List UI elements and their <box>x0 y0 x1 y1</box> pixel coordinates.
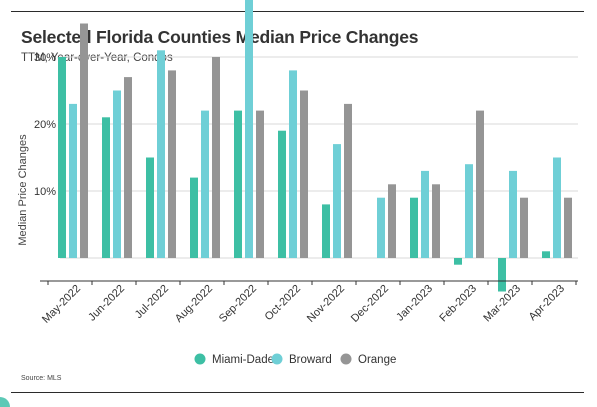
bar-broward-aug-2022 <box>201 110 209 258</box>
x-tick-label: Feb-2023 <box>437 283 479 325</box>
x-tick-label: May-2022 <box>40 283 83 326</box>
bar-broward-apr-2023 <box>553 157 561 258</box>
bar-miami-dade-jan-2023 <box>410 197 418 258</box>
bar-orange-dec-2022 <box>388 184 396 258</box>
bar-orange-nov-2022 <box>344 103 352 259</box>
bar-miami-dade-sep-2022 <box>234 110 242 258</box>
legend-label: Miami-Dade <box>212 354 274 366</box>
bar-orange-jun-2022 <box>124 77 132 258</box>
source-note: Source: MLS <box>21 375 62 382</box>
bar-orange-aug-2022 <box>212 57 220 258</box>
x-tick-label: Oct-2022 <box>263 283 303 323</box>
bar-orange-sep-2022 <box>256 110 264 258</box>
bar-orange-apr-2023 <box>564 197 572 258</box>
bar-broward-feb-2023 <box>465 164 473 258</box>
bar-broward-oct-2022 <box>289 70 297 259</box>
bar-broward-dec-2022 <box>377 197 385 258</box>
x-tick-label: Jun-2022 <box>86 283 127 324</box>
bar-miami-dade-oct-2022 <box>278 130 286 258</box>
bar-miami-dade-feb-2023 <box>454 258 462 265</box>
bar-broward-sep-2022 <box>245 0 253 259</box>
x-tick-label: Jul-2022 <box>133 283 171 321</box>
x-tick-label: Aug-2022 <box>173 283 215 325</box>
legend-label: Orange <box>358 354 396 366</box>
bar-orange-jul-2022 <box>168 70 176 259</box>
bar-miami-dade-aug-2022 <box>190 177 198 258</box>
chart-title: Selected Florida Counties Median Price C… <box>21 27 419 47</box>
grid-layer <box>60 56 578 259</box>
bar-miami-dade-may-2022 <box>58 57 66 258</box>
bar-orange-oct-2022 <box>300 90 308 258</box>
bar-orange-mar-2023 <box>520 197 528 258</box>
y-tick-label: 30% <box>34 52 56 64</box>
bar-broward-jul-2022 <box>157 50 165 258</box>
bar-broward-may-2022 <box>69 103 77 259</box>
x-tick-label: Apr-2023 <box>527 283 567 323</box>
legend: Miami-Dade Broward Orange <box>194 353 396 366</box>
legend-label: Broward <box>289 354 332 366</box>
x-tick-label: Jan-2023 <box>394 283 435 324</box>
y-tick-label: 20% <box>34 119 56 131</box>
bar-orange-may-2022 <box>80 23 88 258</box>
bar-broward-mar-2023 <box>509 170 517 258</box>
bar-miami-dade-mar-2023 <box>498 258 506 292</box>
x-tick-label: Dec-2022 <box>349 283 391 325</box>
bottom-rule <box>11 392 584 393</box>
bar-layer <box>58 0 572 292</box>
legend-swatch <box>194 353 206 365</box>
legend-swatch <box>271 353 283 365</box>
corner-accent <box>0 397 10 407</box>
bar-orange-feb-2023 <box>476 110 484 258</box>
x-tick-label: Sep-2022 <box>217 283 259 325</box>
bar-miami-dade-apr-2023 <box>542 251 550 258</box>
x-tick-label: Nov-2022 <box>305 283 347 325</box>
y-tick-label: 10% <box>34 186 56 198</box>
bar-broward-nov-2022 <box>333 144 341 258</box>
bar-broward-jan-2023 <box>421 170 429 258</box>
top-rule <box>11 11 584 12</box>
bar-miami-dade-jul-2022 <box>146 157 154 258</box>
legend-swatch <box>340 353 352 365</box>
bar-miami-dade-jun-2022 <box>102 117 110 258</box>
bar-miami-dade-nov-2022 <box>322 204 330 258</box>
bar-broward-jun-2022 <box>113 90 121 258</box>
bar-orange-jan-2023 <box>432 184 440 258</box>
